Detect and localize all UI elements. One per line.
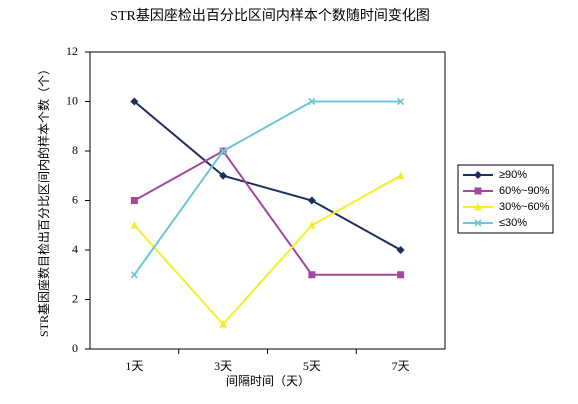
legend-box xyxy=(457,164,554,234)
marker xyxy=(397,271,405,279)
y-tick-label: 8 xyxy=(72,143,78,157)
marker xyxy=(474,171,482,179)
marker xyxy=(397,97,405,106)
marker xyxy=(130,271,138,279)
y-axis-label: STR基因座数目检出百分比区间内的样本个数（个） xyxy=(36,63,51,337)
marker xyxy=(474,203,482,211)
marker xyxy=(307,221,316,229)
marker xyxy=(396,171,405,180)
marker xyxy=(396,246,405,254)
legend-label: 30%~60% xyxy=(499,201,550,213)
marker xyxy=(130,197,138,204)
marker xyxy=(308,271,316,279)
y-tick-label: 2 xyxy=(72,291,78,305)
marker xyxy=(219,171,228,180)
series-line xyxy=(133,100,401,276)
legend-label: ≤30% xyxy=(499,217,527,229)
legend-label: ≥90% xyxy=(499,169,527,181)
y-tick-label: 10 xyxy=(66,93,78,107)
x-tick-label: 5天 xyxy=(303,359,321,373)
series-line xyxy=(133,100,402,251)
y-tick-label: 6 xyxy=(72,192,78,206)
x-axis-label: 间隔时间（天） xyxy=(226,374,310,388)
marker xyxy=(219,320,228,328)
marker xyxy=(307,196,316,205)
y-tick-label: 0 xyxy=(72,341,78,355)
series-line xyxy=(133,149,401,276)
y-tick-label: 4 xyxy=(72,242,78,256)
plot-frame xyxy=(89,51,446,350)
chart-title: STR基因座检出百分比区间内样本个数随时间变化图 xyxy=(110,7,430,24)
marker xyxy=(219,147,227,155)
x-tick-label: 7天 xyxy=(392,359,410,373)
legend-label: 60%~90% xyxy=(499,185,550,197)
marker xyxy=(130,221,139,229)
x-tick-label: 3天 xyxy=(214,359,232,373)
marker xyxy=(474,219,482,227)
marker xyxy=(308,97,316,106)
marker xyxy=(474,187,482,195)
series-line xyxy=(133,174,402,326)
marker xyxy=(130,97,139,106)
y-tick-label: 12 xyxy=(66,44,78,58)
x-tick-label: 1天 xyxy=(125,359,143,373)
